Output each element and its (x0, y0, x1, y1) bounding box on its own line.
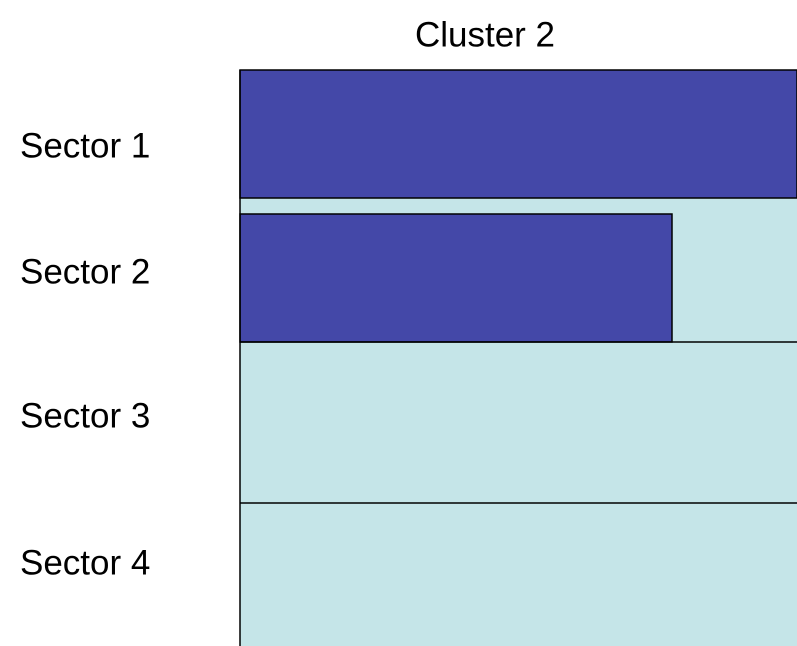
sector-label: Sector 4 (20, 543, 150, 582)
sector-label: Sector 3 (20, 396, 150, 435)
sector-label: Sector 1 (20, 126, 150, 165)
sector-label: Sector 2 (20, 252, 150, 291)
title: Cluster 2 (415, 15, 555, 54)
sector-1-fill (239, 69, 797, 199)
sector-2-fill (239, 213, 673, 343)
